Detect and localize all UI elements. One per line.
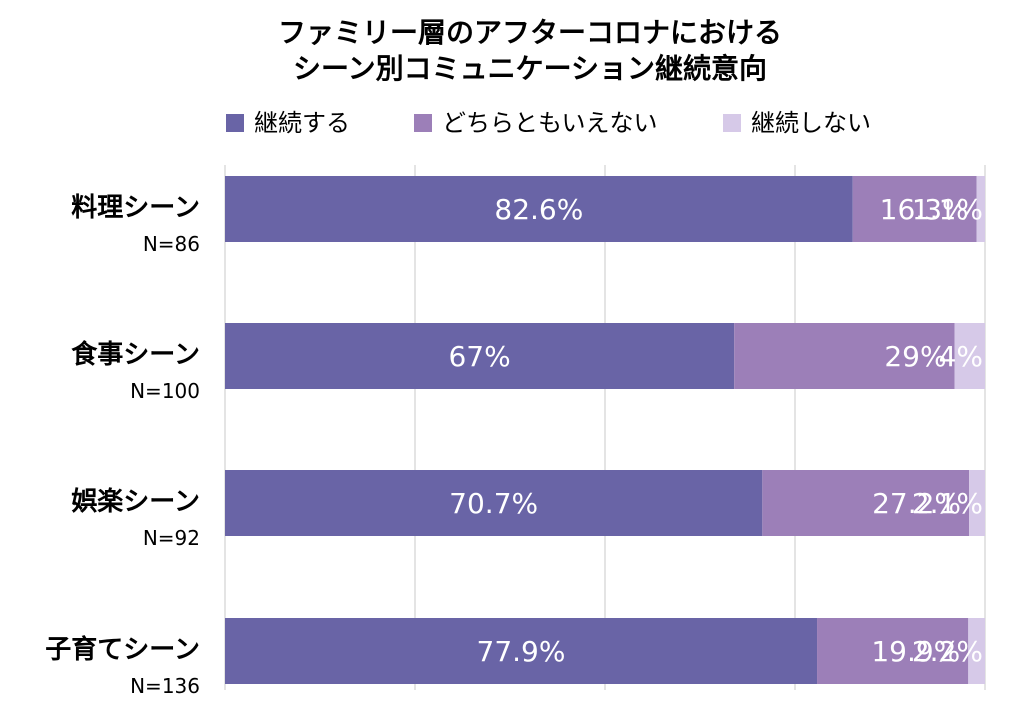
category-n-3: N=92 [143,526,200,550]
bar-3-series-1 [225,470,763,536]
value-label-4-series-2: 19.9% [871,635,960,668]
value-label-4-series-3: 2.2% [912,635,983,668]
bar-3-series-3 [969,470,985,536]
value-label-1-series-2: 16.3% [880,193,969,226]
gridlines [224,165,986,690]
bar-4-series-1 [225,618,818,684]
category-n-1: N=86 [143,232,200,256]
value-label-2-series-1: 67% [448,340,510,373]
value-label-2-series-2: 29% [884,340,946,373]
category-n-4: N=136 [130,674,200,698]
bar-3-series-2 [762,470,970,536]
chart-title: ファミリー層のアフターコロナにおける シーン別コミュニケーション継続意向 [278,16,782,85]
value-label-2-series-3: 4% [939,340,983,373]
legend-label-2: どちらともいえない [442,109,658,137]
value-label-1-series-3: 1.1% [912,193,983,226]
category-label-1: 料理シーン [71,193,200,223]
legend-swatch-2 [414,114,432,132]
value-labels: 82.6% 16.3%1.1% 67% 29%4% 70.7% 27.2%2.1% 77.9… [448,193,983,668]
legend-label-3: 継続しない [751,109,871,137]
legend: 継続する どちらともいえない 継続しない [226,109,871,137]
legend-swatch-3 [723,114,741,132]
category-label-2: 食事シーン [71,339,200,370]
category-label-3: 娯楽シーン [71,487,200,517]
bar-2-series-2 [734,323,955,389]
bar-1-series-1 [225,176,853,242]
value-label-3-series-2: 27.2% [872,487,961,520]
chart-title-line-2: シーン別コミュニケーション継続意向 [293,52,767,85]
bar-1-series-2 [852,176,977,242]
legend-label-1: 継続する [254,109,350,137]
bar-2-series-1 [225,323,735,389]
bar-4-series-3 [968,618,985,684]
category-label-4: 子育てシーン [45,634,200,665]
category-n-2: N=100 [130,379,200,403]
category-labels: 料理シーン N=86 食事シーン N=100 娯楽シーン N=92 子育てシーン N=136 [45,193,200,698]
value-label-4-series-1: 77.9% [477,635,566,668]
bars [225,176,985,684]
value-label-3-series-3: 2.1% [912,487,983,520]
value-label-1-series-1: 82.6% [494,193,583,226]
value-label-3-series-1: 70.7% [449,487,538,520]
bar-2-series-3 [954,323,985,389]
bar-4-series-2 [817,618,969,684]
chart-title-line-1: ファミリー層のアフターコロナにおける [278,16,782,49]
bar-1-series-3 [976,176,985,242]
legend-swatch-1 [226,114,244,132]
